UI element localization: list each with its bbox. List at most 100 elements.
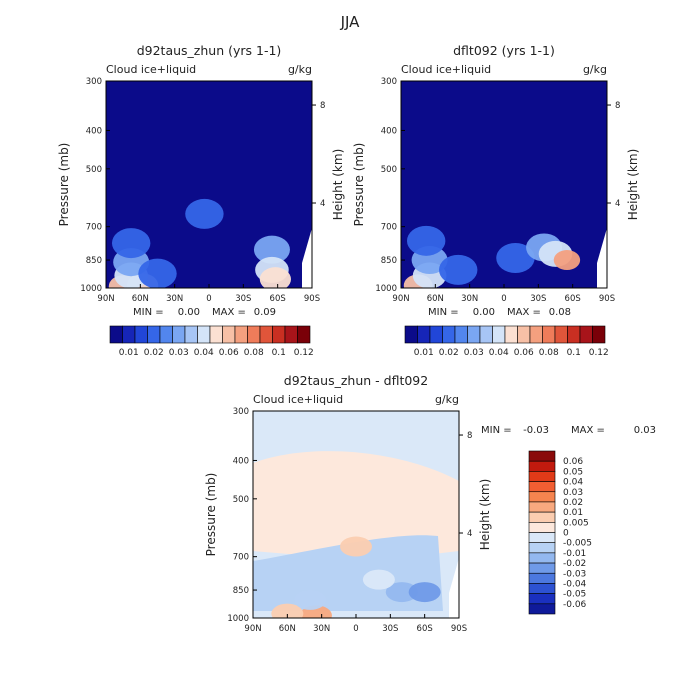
y-tick-label: 300: [86, 77, 102, 87]
y-tick-label: 850: [233, 586, 249, 596]
x-tick-label: 90N: [244, 624, 261, 634]
colorbar-swatch: [284, 325, 298, 344]
y-axis-label: Pressure (mb): [204, 473, 218, 557]
colorbar-label: 0.02: [439, 348, 459, 358]
colorbar-label: 0.03: [169, 348, 189, 358]
colorbar-swatch: [567, 325, 581, 344]
shaded-region: [253, 451, 459, 561]
colorbar-label: 0.01: [414, 348, 434, 358]
colorbar-swatch: [554, 325, 568, 344]
colorbar-swatch: [504, 325, 518, 344]
y-right-axis-label: Height (km): [331, 149, 345, 220]
panel-right: dflt092 (yrs 1-1) Cloud ice+liquid g/kg 90N…: [352, 43, 640, 318]
panel-title: d92taus_zhun - dflt092: [284, 373, 428, 388]
colorbar-swatch: [134, 325, 148, 344]
colorbar-swatch: [222, 325, 236, 344]
y-tick-label: 500: [233, 495, 249, 505]
colorbar-swatch: [528, 522, 556, 533]
contour-field: [253, 451, 459, 618]
colorbar-swatch: [109, 325, 123, 344]
contour-feature: [259, 267, 291, 288]
colorbar-swatch: [517, 325, 531, 344]
colorbar-swatch: [479, 325, 493, 344]
x-tick-label: 0: [353, 624, 358, 634]
colorbar-swatch: [528, 552, 556, 564]
colorbar-label: -0.005: [563, 539, 592, 549]
y-right-tick-label: 8: [467, 431, 472, 441]
y-tick-label: 1000: [227, 614, 249, 624]
y-tick-label: 850: [86, 256, 102, 266]
y-tick-label: 400: [381, 126, 397, 136]
y-tick-label: 850: [381, 256, 397, 266]
x-tick-label: 60S: [270, 294, 286, 304]
y-right-axis-label: Height (km): [478, 479, 492, 550]
y-right-tick-label: 4: [320, 199, 325, 209]
colorbar-label: 0.1: [567, 348, 581, 358]
max-label: MAX =: [212, 307, 246, 318]
contour-feature: [185, 198, 224, 229]
min-label: MIN =: [481, 425, 512, 436]
y-axis-label: Pressure (mb): [352, 143, 366, 227]
contour-feature: [111, 228, 151, 259]
contour-feature: [138, 258, 177, 288]
colorbar-label: 0.03: [563, 488, 583, 498]
y-tick-label: 1000: [80, 284, 102, 294]
colorbar-label: -0.05: [563, 590, 586, 600]
x-tick-label: 60N: [132, 294, 149, 304]
colorbar-label: 0.12: [294, 348, 314, 358]
contour-feature: [271, 603, 304, 618]
colorbar-swatch: [209, 325, 223, 344]
colorbar-label: 0.04: [194, 348, 214, 358]
colorbar-swatch: [197, 325, 211, 344]
colorbar-swatch: [159, 325, 173, 344]
colorbar-swatch: [259, 325, 273, 344]
colorbar-swatch: [528, 471, 556, 482]
colorbar-label: 0.06: [514, 348, 534, 358]
panel-units-label: g/kg: [435, 393, 459, 406]
missing-data-region: [449, 558, 459, 618]
colorbar-label: 0.08: [244, 348, 264, 358]
contour-feature: [294, 589, 327, 610]
missing-data-region: [302, 228, 312, 288]
colorbar-label: 0.01: [563, 508, 583, 518]
colorbar-swatch: [417, 325, 431, 344]
x-tick-label: 30S: [530, 294, 546, 304]
colorbar-right: 0.01 0.02 0.03 0.04 0.06 0.08 0.1 0.12: [404, 325, 609, 358]
colorbar-swatch: [528, 593, 556, 605]
colorbar-label: 0.05: [563, 467, 583, 477]
y-right-tick-label: 4: [467, 529, 472, 539]
panel-variable-label: Cloud ice+liquid: [253, 393, 343, 406]
colorbar-swatch: [528, 532, 556, 543]
contour-feature: [253, 235, 290, 264]
colorbar-label: 0.04: [489, 348, 509, 358]
colorbar-label: 0.02: [563, 498, 583, 508]
colorbar-label: -0.03: [563, 569, 586, 579]
colorbar-swatch: [528, 511, 556, 523]
colorbar-swatch: [528, 603, 556, 615]
colorbar-label: 0.06: [219, 348, 239, 358]
y-tick-label: 1000: [375, 284, 397, 294]
figure-title: JJA: [340, 13, 361, 31]
colorbar-swatch: [542, 325, 556, 344]
y-tick-label: 500: [381, 165, 397, 175]
x-tick-label: 30N: [166, 294, 183, 304]
x-tick-label: 90S: [599, 294, 615, 304]
x-tick-label: 60N: [427, 294, 444, 304]
panel-left: d92taus_zhun (yrs 1-1) Cloud ice+liquid g/…: [57, 43, 345, 318]
x-tick-label: 90S: [304, 294, 320, 304]
y-tick-label: 700: [233, 553, 249, 563]
colorbar-swatch: [592, 325, 606, 344]
colorbar-swatch: [147, 325, 161, 344]
colorbar-label: 0.06: [563, 457, 583, 467]
panel-units-label: g/kg: [288, 63, 312, 76]
y-tick-label: 400: [233, 456, 249, 466]
x-tick-label: 30S: [235, 294, 251, 304]
contour-feature: [385, 582, 418, 603]
colorbar-swatch: [528, 542, 556, 554]
colorbar-swatch: [467, 325, 481, 344]
y-tick-label: 500: [86, 165, 102, 175]
colorbar-swatch: [492, 325, 506, 344]
colorbar-label: 0.1: [272, 348, 286, 358]
contour-feature: [340, 536, 372, 557]
